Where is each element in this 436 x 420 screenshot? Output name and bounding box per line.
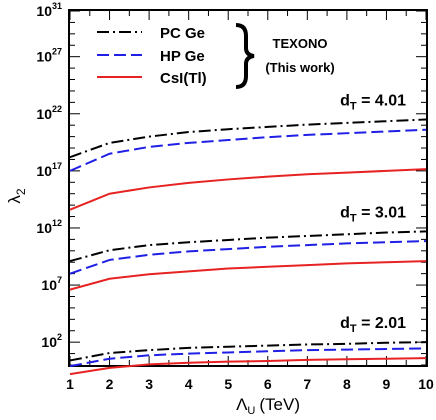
y-tick-base: 10 (36, 163, 52, 179)
series-line-hp-ge-group-2 (69, 240, 427, 275)
y-tick-base: 10 (36, 106, 52, 122)
x-tick-label: 7 (303, 376, 311, 392)
series-line-pc-ge-group-3 (69, 341, 427, 362)
x-tick-label: 10 (418, 376, 434, 392)
x-tick-label: 1 (66, 376, 74, 392)
x-tick-label: 4 (185, 376, 193, 392)
x-tick-label: 5 (224, 376, 232, 392)
series-line-pc-ge-group-1 (69, 118, 427, 159)
dt-annotation: dT = 4.01 (340, 92, 406, 112)
x-tick-label: 3 (145, 376, 153, 392)
series-line-csi-tl-group-2 (69, 260, 427, 291)
y-tick-exponent: 22 (52, 104, 62, 114)
x-axis-symbol: Λ (236, 395, 248, 414)
y-tick-label: 107 (41, 275, 62, 293)
legend-brace (235, 23, 255, 89)
curves (69, 118, 427, 376)
axis-ticks (69, 10, 427, 366)
y-tick-exponent: 31 (52, 1, 62, 11)
legend-label-csi: CsI(Tl) (160, 70, 207, 87)
legend-group-label: TEXONO (273, 36, 328, 51)
y-tick-exponent: 2 (57, 332, 62, 342)
y-tick-label: 1022 (36, 104, 62, 122)
y-tick-base: 10 (36, 49, 52, 65)
x-axis-subscript: U (247, 405, 255, 417)
series-line-hp-ge-group-3 (69, 347, 427, 368)
y-tick-exponent: 27 (52, 47, 62, 57)
y-tick-exponent: 7 (57, 275, 62, 285)
y-tick-label: 1012 (36, 218, 62, 236)
x-tick-label: 6 (264, 376, 272, 392)
series-line-hp-ge-group-1 (69, 128, 427, 172)
x-tick-label: 9 (383, 376, 391, 392)
dt-annotations: dT = 4.01 dT = 3.01 dT = 2.01 (340, 92, 406, 335)
y-tick-base: 10 (36, 3, 52, 19)
y-axis-title: λ2 (5, 188, 28, 204)
plot-frame (68, 9, 428, 367)
y-tick-label: 1027 (36, 47, 62, 65)
y-tick-label: 102 (41, 332, 62, 350)
y-tick-base: 10 (41, 334, 57, 350)
x-axis-unit: (TeV) (259, 395, 300, 414)
y-tick-exponent: 17 (52, 161, 62, 171)
series-line-csi-tl-group-3 (69, 357, 427, 376)
legend-label-hp-ge: HP Ge (160, 48, 205, 65)
dt-annotation: dT = 3.01 (340, 204, 406, 224)
series-line-csi-tl-group-1 (69, 168, 427, 211)
x-tick-labels: 1 2 3 4 5 6 7 8 9 10 (66, 376, 434, 392)
y-axis-subscript: 2 (14, 188, 28, 195)
y-tick-base: 10 (36, 220, 52, 236)
legend-group-sublabel: (This work) (265, 60, 334, 75)
y-tick-base: 10 (41, 277, 57, 293)
y-tick-label: 1017 (36, 161, 62, 179)
dt-annotation: dT = 2.01 (340, 315, 406, 335)
series-line-pc-ge-group-2 (69, 230, 427, 263)
y-tick-exponent: 12 (52, 218, 62, 228)
x-tick-label: 2 (106, 376, 114, 392)
x-axis-title: ΛU (TeV) (236, 395, 300, 417)
legend-label-pc-ge: PC Ge (160, 25, 205, 42)
y-tick-label: 1031 (36, 1, 62, 19)
y-axis-symbol: λ (5, 195, 24, 204)
x-tick-label: 8 (343, 376, 351, 392)
legend: PC Ge HP Ge CsI(Tl) TEXONO (This work) (97, 23, 335, 89)
